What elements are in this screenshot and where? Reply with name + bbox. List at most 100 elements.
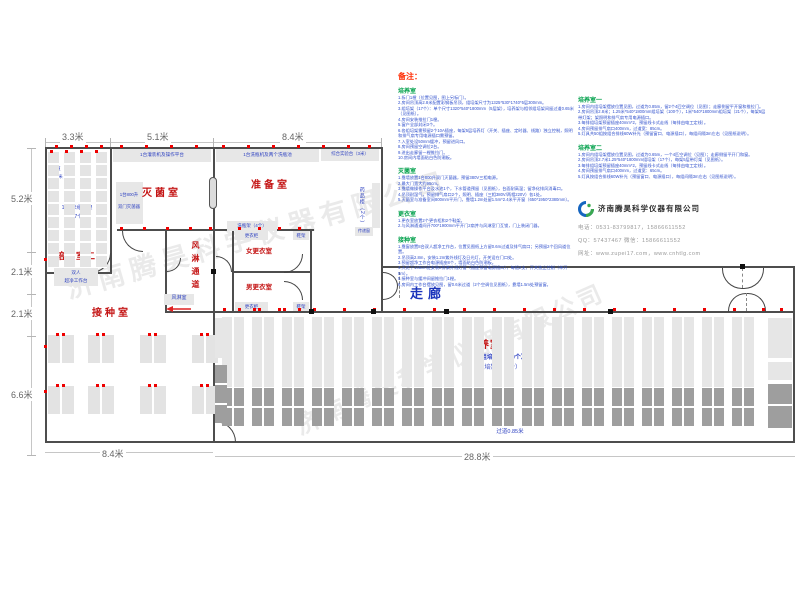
note-line: 7.入室处设50mm缓冲，预留进风口。 — [398, 138, 468, 144]
shelf-unit — [612, 388, 634, 426]
red-marker-dot — [200, 333, 203, 336]
shelf-unit — [582, 388, 604, 426]
red-marker-dot — [433, 308, 436, 311]
red-marker-dot — [102, 333, 105, 336]
rack17-label-2: （17个） — [66, 214, 88, 220]
red-marker-dot — [96, 333, 99, 336]
shelf-unit — [342, 317, 364, 387]
red-marker-dot — [313, 308, 316, 311]
red-marker-dot — [65, 150, 68, 153]
notes-column-right: 培养室一 1.房间内组培架摆放位置见图，过道为0.85m，留2个4匹空调位（见图）… — [578, 95, 768, 179]
red-marker-dot — [298, 227, 301, 230]
room-label-air-shower-passage: 风淋通道 — [191, 241, 200, 293]
shelf-unit — [702, 317, 724, 387]
dim-tick — [27, 336, 36, 337]
red-marker-dot — [343, 308, 346, 311]
red-marker-dot — [278, 308, 281, 311]
red-marker-dot — [553, 308, 556, 311]
company-block: 济南腾昊科学仪器有限公司 电话：0531-83799817，1586661155… — [578, 200, 788, 257]
red-marker-dot — [50, 150, 53, 153]
note-line: 6.各组培架需预留2个10A插座，每架5层培养灯（开关、插座、定时器、线路）独立… — [398, 127, 573, 139]
red-marker-dot — [613, 308, 616, 311]
door-leaf — [209, 177, 217, 209]
note-section-header: 灭菌室 — [398, 169, 417, 176]
note-section-header: 更衣室 — [398, 211, 417, 218]
note-line: 4.房间预留排气扇口400mm，过道宽：85cm。 — [578, 125, 665, 131]
shelf-unit — [732, 317, 754, 387]
dim-tick — [213, 138, 214, 147]
dim-left-4: 6.6米 — [9, 388, 35, 401]
red-marker-dot — [145, 145, 148, 148]
shelf-strip — [215, 365, 227, 423]
red-marker-dot — [95, 150, 98, 153]
red-marker-dot — [403, 308, 406, 311]
air-shower-room-label: 风淋室 — [171, 295, 187, 301]
red-marker-dot — [247, 145, 250, 148]
red-marker-dot — [206, 384, 209, 387]
lab-bench — [321, 149, 379, 161]
red-marker-dot — [96, 384, 99, 387]
room-label-female-change: 女更衣室 — [246, 248, 272, 255]
door-swing-dash — [399, 272, 400, 298]
red-marker-dot — [209, 227, 212, 230]
wall — [165, 229, 167, 313]
note-line: 8.房间预留空调位2台。 — [398, 144, 442, 150]
red-marker-dot — [85, 145, 88, 148]
note-line: 4.房间预留排气扇口400mm，过道宽：65cm。 — [578, 168, 665, 174]
dim-left-2: 2.1米 — [9, 265, 35, 278]
shelf-unit — [432, 388, 454, 426]
room-label-culture1: 培养室一 — [468, 340, 512, 351]
door-arc — [167, 258, 181, 272]
wall — [117, 229, 314, 231]
shelf-strip — [215, 318, 227, 358]
shelf-unit — [582, 317, 604, 387]
room-label-male-change: 男更衣室 — [246, 284, 272, 291]
wall — [793, 266, 795, 443]
wall — [213, 311, 795, 313]
dim-line-bottom-right — [215, 456, 795, 457]
note-line: 1.房间内组培架摆放位置见图，过道为0.85m，留2个4匹空调位（见图）；走廊侧… — [578, 104, 764, 109]
red-marker-dot — [368, 145, 371, 148]
room-label-preparation: 准备室 — [251, 180, 290, 191]
airflow-arrow-icon — [166, 306, 191, 312]
note-line: 1.靠墙放置1台800升双门灭菌器，预留380V三相电源。 — [398, 175, 501, 181]
shelf-unit — [552, 317, 574, 387]
locker-top-label: 更衣柜 — [244, 233, 259, 238]
clean-bench — [140, 386, 166, 414]
black-marker-dot — [444, 309, 449, 314]
door-arc — [284, 281, 303, 300]
sterilizer-label-2: 双门灭菌器 — [118, 204, 140, 209]
sterilizer — [116, 182, 143, 224]
note-line: 5.接种室与缓冲间留推拉门1樘。 — [398, 276, 459, 282]
clean-bench — [88, 386, 114, 414]
red-marker-dot — [102, 384, 105, 387]
bottle-washer-bench — [216, 149, 319, 162]
shelf-unit — [342, 388, 364, 426]
note-line: 3.组培架（17个）：单个尺寸1320*540*1800mm（5层架），培养架与… — [398, 105, 574, 117]
shelf-unit — [672, 388, 694, 426]
black-marker-dot — [371, 309, 376, 314]
clean-bench — [140, 335, 166, 363]
company-phone: 电话：0531-83799817，15866611552 — [578, 225, 686, 231]
red-marker-dot — [100, 145, 103, 148]
red-marker-dot — [463, 308, 466, 311]
wall — [381, 266, 795, 268]
note-section-header: 培养室 — [398, 89, 417, 95]
dim-tick — [27, 148, 36, 149]
lab-bench-label: 综合实验台（3米） — [331, 151, 369, 156]
note-line: 2.与风淋通道间开700*1900mm平开门2扇并与风淋室门互锁，门上装闭门器。 — [398, 223, 542, 229]
shelf-unit — [372, 388, 394, 426]
red-marker-dot — [347, 145, 350, 148]
red-marker-dot — [733, 308, 736, 311]
shelf-unit — [372, 317, 394, 387]
red-marker-dot — [583, 308, 586, 311]
shelf-unit — [312, 317, 334, 387]
locker-bottom — [235, 302, 268, 311]
shelf-unit — [642, 388, 664, 426]
shelf-unit — [432, 317, 454, 387]
note-line: 5.灯具共50组按组合排线60W补光（预留窗口、电源插口），每组间隔3m左右（见… — [578, 131, 752, 137]
dim-bottom-left: 8.4米 — [100, 447, 126, 460]
red-marker-dot — [673, 308, 676, 311]
note-line: 4.吊顶耐湿气，预留排气扇口2个，照明、插座（三相380V/两相220V）各1处… — [398, 191, 545, 197]
